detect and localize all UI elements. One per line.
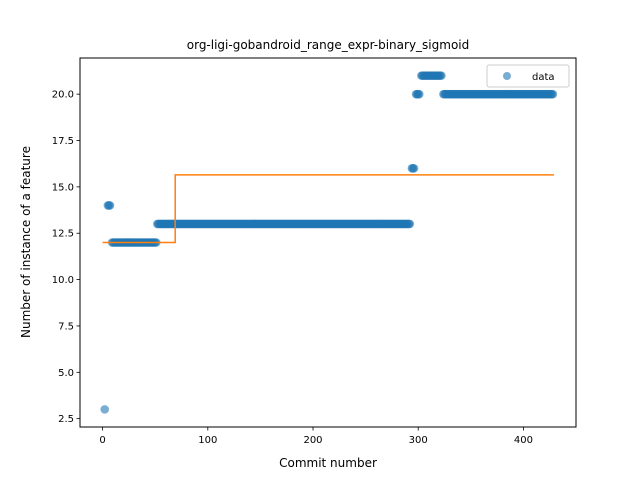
y-tick-label: 7.5 [58,321,74,332]
data-point [414,89,424,99]
legend: data [486,64,570,88]
data-point [105,201,115,210]
plot-frame [79,57,577,428]
y-tick-label: 5.0 [58,368,74,379]
data-point [437,71,446,80]
x-axis: 0 100 200 300 400 [99,427,533,446]
x-tick-label: 200 [303,435,322,446]
y-axis-label: Number of instance of a feature [19,146,33,338]
x-tick-label: 100 [198,435,217,446]
legend-label-data: data [532,72,555,83]
x-tick-label: 300 [409,435,428,446]
y-tick-label: 2.5 [58,414,74,425]
data-point [409,164,419,173]
data-point [405,219,415,229]
legend-marker-data [503,72,511,80]
data-layer [100,71,558,414]
data-point [548,89,558,99]
y-tick-label: 10.0 [52,275,74,286]
chart-title: org-ligi-gobandroid_range_expr-binary_si… [187,38,470,52]
fit-line [102,174,554,244]
x-tick-label: 400 [514,435,533,446]
x-axis-label: Commit number [279,456,377,470]
y-axis: 2.5 5.0 7.5 10.0 12.5 15.0 17.5 20.0 [52,90,80,425]
legend-box [486,64,570,88]
y-tick-label: 15.0 [52,182,74,193]
y-tick-label: 12.5 [52,229,74,240]
y-tick-label: 17.5 [52,136,74,147]
data-point [100,405,110,414]
x-tick-label: 0 [99,435,105,446]
y-tick-label: 20.0 [52,90,74,101]
